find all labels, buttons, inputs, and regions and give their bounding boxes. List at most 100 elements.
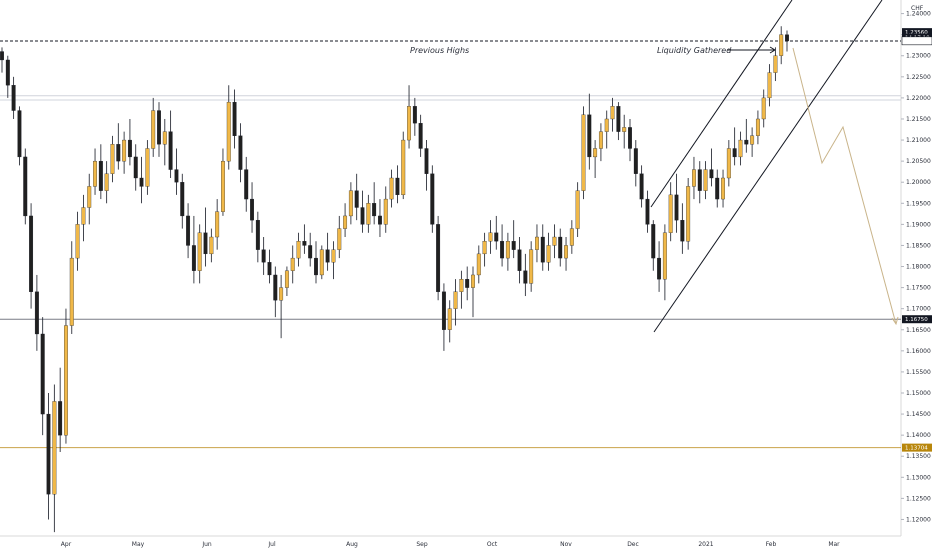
time-tick-label: Jun: [201, 541, 212, 548]
price-tag-box: [902, 443, 932, 452]
bullish-candle: [569, 220, 574, 254]
candle-body: [343, 215, 348, 229]
candle-body: [378, 215, 382, 225]
candle-body: [34, 291, 39, 335]
bullish-candle: [383, 186, 388, 233]
candle-body: [459, 279, 464, 292]
candle-body: [93, 160, 97, 187]
bullish-candle: [505, 232, 510, 271]
bearish-candle: [645, 190, 650, 233]
bearish-candle: [273, 266, 278, 318]
bullish-candle: [535, 224, 539, 263]
candle-body: [401, 139, 406, 196]
candle-body: [296, 241, 301, 259]
bearish-candle: [261, 237, 266, 275]
time-tick-label: Nov: [560, 541, 572, 548]
bullish-candle: [366, 194, 371, 233]
candle-body: [715, 177, 720, 200]
candle-body: [360, 207, 365, 225]
candle-body: [488, 232, 493, 242]
bearish-candle: [372, 182, 377, 225]
bullish-candle: [767, 64, 772, 107]
bullish-candle: [662, 224, 667, 301]
price-tag-box: [902, 315, 932, 324]
price-tag-label: 1.23560: [905, 30, 928, 36]
candle-body: [511, 241, 516, 250]
bullish-candle: [575, 182, 580, 238]
candle-body: [709, 169, 714, 179]
candle-body: [372, 203, 377, 217]
candle-body: [116, 144, 121, 162]
ascending-channel: [650, 0, 883, 333]
price-tick-label: 1.23000: [906, 53, 931, 60]
level-lines: [0, 40, 901, 449]
candle-body: [98, 160, 103, 191]
bullish-candle: [81, 194, 86, 242]
bearish-candle: [255, 211, 260, 263]
bearish-candle: [354, 173, 359, 221]
bearish-candle: [29, 203, 34, 309]
candle-body: [337, 228, 342, 250]
price-tick-label: 1.21500: [906, 116, 931, 123]
candle-body: [203, 232, 208, 255]
bearish-candle: [715, 169, 720, 208]
candle-body: [319, 249, 324, 276]
bullish-candle: [610, 97, 615, 132]
candle-body: [81, 207, 86, 225]
candle-body: [471, 274, 475, 288]
candle-body: [540, 236, 545, 263]
candle-body: [546, 245, 551, 263]
candle-body: [662, 232, 667, 280]
price-tag-box: [901, 36, 932, 46]
time-tick-label: Aug: [346, 541, 358, 548]
candle-body: [314, 257, 318, 276]
bullish-candle: [343, 203, 348, 238]
bearish-candle: [127, 118, 132, 166]
projected-path: [792, 47, 897, 325]
candle-body: [657, 257, 662, 280]
price-tag-label: 1.23354: [905, 39, 928, 45]
bearish-candle: [628, 118, 632, 162]
price-axis[interactable]: 1.240001.235001.230001.225001.220001.215…: [901, 11, 931, 524]
candle-body: [692, 169, 696, 187]
bullish-candle: [529, 241, 534, 292]
candle-body: [412, 106, 417, 124]
bearish-candle: [308, 232, 313, 267]
candle-body: [674, 194, 679, 221]
candle-body: [290, 257, 295, 271]
candle-body: [0, 51, 4, 61]
bullish-candle: [75, 211, 80, 271]
candle-body: [383, 198, 388, 225]
bearish-candle: [424, 140, 429, 191]
bullish-candle: [407, 85, 411, 149]
bearish-candle: [116, 123, 121, 170]
candle-body: [569, 228, 574, 246]
bullish-candle: [215, 199, 220, 250]
price-tick-label: 1.15500: [906, 369, 931, 376]
bearish-candle: [616, 102, 621, 141]
bearish-candle: [58, 367, 63, 453]
bullish-candle: [546, 232, 551, 271]
candle-body: [755, 118, 760, 136]
bullish-candle: [773, 47, 778, 82]
bullish-candle: [750, 127, 755, 157]
time-axis[interactable]: Apr May Jun Jul Aug Sep Oct Nov Dec 2021 Feb Mar: [61, 541, 840, 548]
candle-body: [424, 148, 429, 174]
candle-body: [436, 224, 441, 292]
bullish-candle: [87, 173, 92, 225]
bullish-candle: [348, 182, 353, 225]
bullish-candle: [209, 228, 214, 263]
bearish-candle: [168, 110, 173, 178]
candle-body: [453, 291, 458, 309]
bullish-candle: [703, 161, 708, 200]
bullish-candle: [122, 131, 127, 174]
time-tick-label: Mar: [828, 541, 840, 548]
bearish-candle: [517, 237, 522, 284]
bullish-candle: [453, 279, 458, 326]
candle-body: [238, 135, 243, 170]
bearish-candle: [157, 102, 161, 157]
bearish-candle: [133, 144, 138, 191]
candle-body: [52, 401, 57, 495]
candle-body: [46, 413, 51, 495]
